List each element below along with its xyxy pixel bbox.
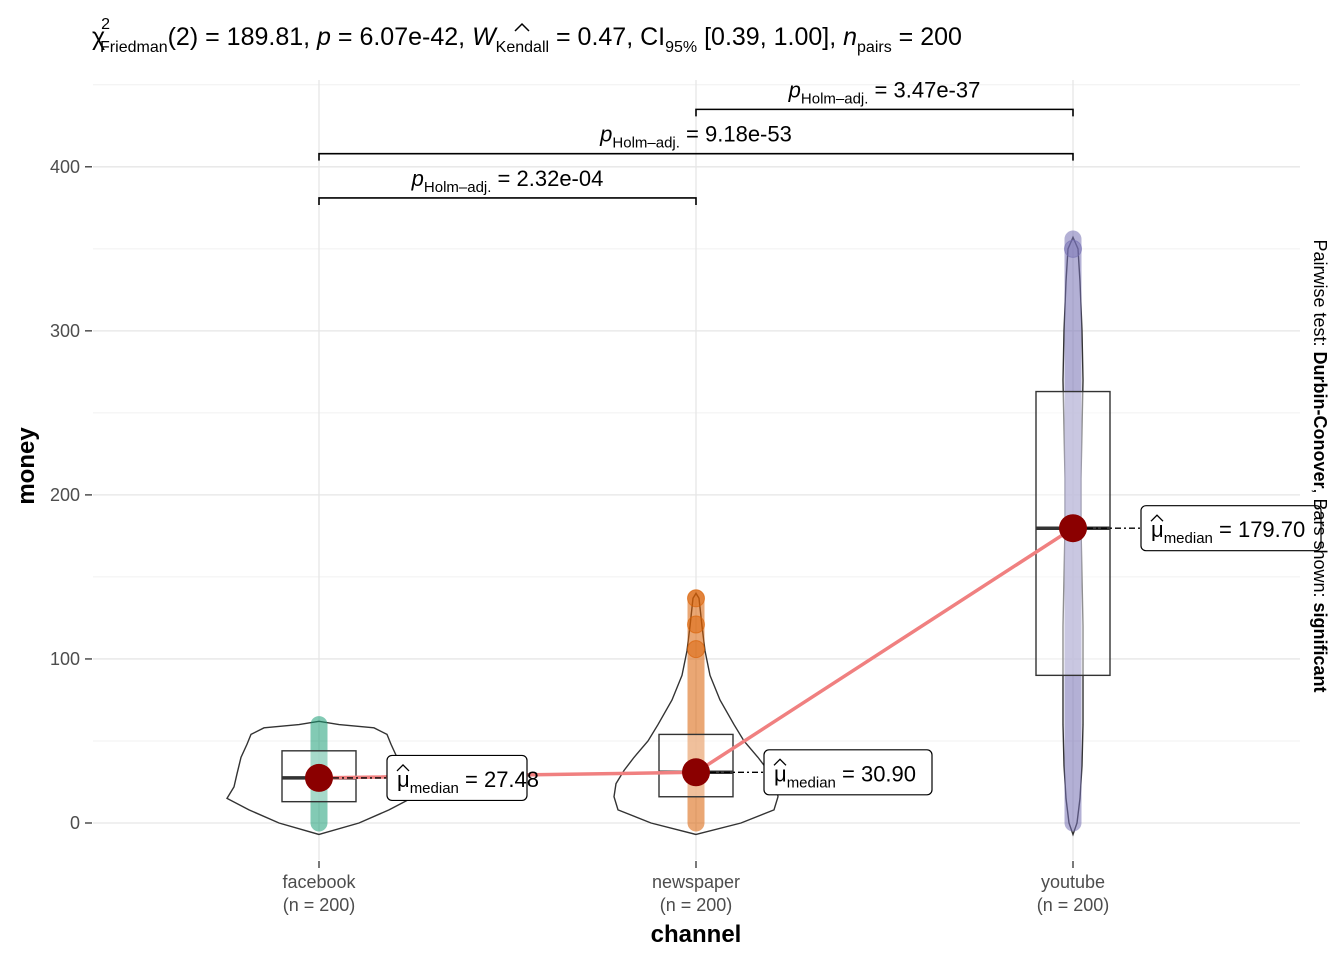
x-tick-count: (n = 200) <box>283 895 356 915</box>
caption: Pairwise test: Durbin-Conover, Bars show… <box>1310 239 1330 692</box>
y-axis: 0 100 200 300 400 <box>50 157 92 833</box>
pairwise-label: pHolm–adj. = 2.32e-04 <box>411 166 604 196</box>
y-tick-label: 400 <box>50 157 80 177</box>
median-connector <box>305 514 1087 792</box>
x-tick-label: newspaper <box>652 872 740 892</box>
median-hat-icon <box>773 758 787 766</box>
y-tick-label: 300 <box>50 321 80 341</box>
median-label-text: μmedian = 179.70 <box>1151 517 1305 547</box>
y-tick-label: 200 <box>50 485 80 505</box>
y-tick-label: 0 <box>70 813 80 833</box>
x-tick-label: facebook <box>282 872 356 892</box>
outlier-point <box>687 589 705 608</box>
median-label-box <box>386 754 528 802</box>
x-axis-title: channel <box>651 921 742 948</box>
outlier-point <box>687 615 705 634</box>
median-label-box <box>763 749 933 796</box>
median-labels: μmedian = 27.48 μmedian = 30.90 μmedian = … <box>333 505 1322 802</box>
x-tick-count: (n = 200) <box>1037 895 1110 915</box>
pairwise-label: pHolm–adj. = 9.18e-53 <box>599 122 792 152</box>
pairwise-bracket <box>318 152 1074 161</box>
median-label-text: μmedian = 30.90 <box>774 761 916 791</box>
pairwise-bracket <box>695 108 1074 117</box>
x-axis: facebook (n = 200) newspaper (n = 200) youtu… <box>282 861 1109 915</box>
pairwise-brackets: pHolm–adj. = 2.32e-04 pHolm–adj. = 9.18e-… <box>318 77 1074 205</box>
outlier-point <box>687 640 705 659</box>
pairwise-bracket <box>318 197 697 205</box>
pairwise-label: pHolm–adj. = 3.47e-37 <box>788 77 981 107</box>
x-tick-count: (n = 200) <box>660 895 733 915</box>
violins <box>226 235 1084 837</box>
median-hat-icon <box>1150 514 1164 522</box>
median-point-youtube <box>1059 514 1087 543</box>
median-label-box <box>1140 505 1322 552</box>
y-tick-label: 100 <box>50 649 80 669</box>
x-tick-label: youtube <box>1041 872 1105 892</box>
median-label-text: μmedian = 27.48 <box>397 767 539 797</box>
outlier-point <box>1064 239 1082 258</box>
y-axis-title: money <box>13 427 40 505</box>
median-point-newspaper <box>682 758 710 787</box>
median-point-facebook <box>305 763 333 792</box>
effect-hat-icon <box>514 22 530 32</box>
median-hat-icon <box>396 763 410 772</box>
chart-title: χ2 Friedman(2) = 189.81, p = 6.07e-42, WK… <box>92 16 962 56</box>
